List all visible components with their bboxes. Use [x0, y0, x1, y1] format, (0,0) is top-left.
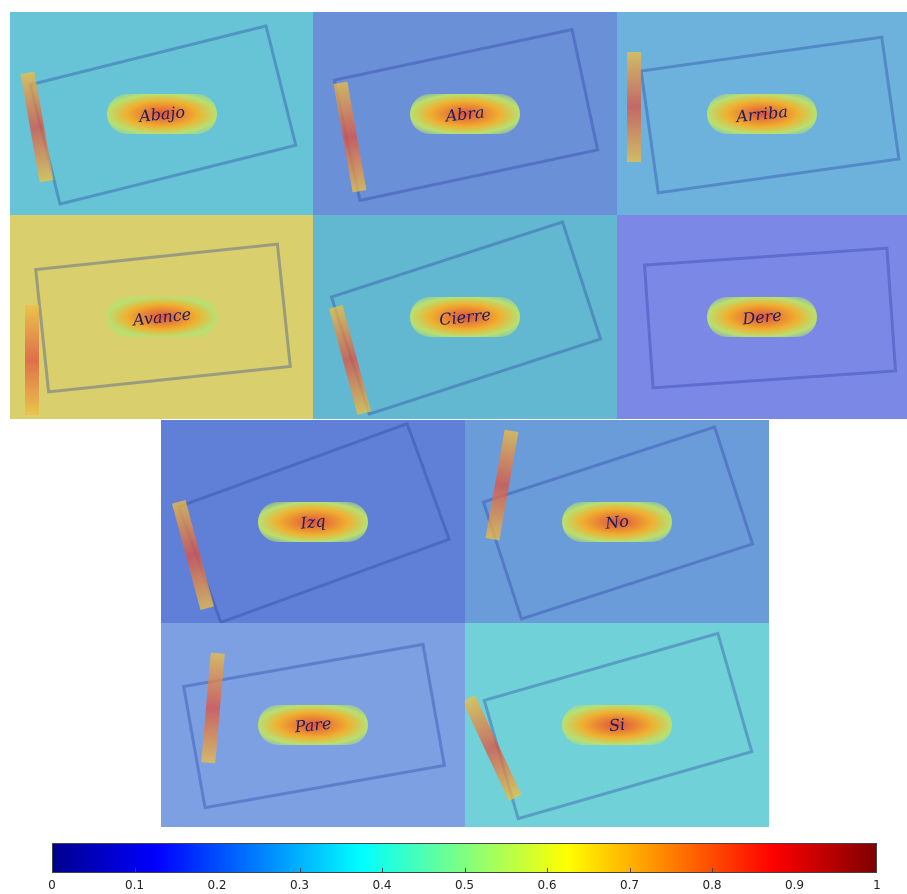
heatmap-panel: Dere	[617, 215, 907, 419]
edge-activation	[627, 52, 641, 162]
heatmap-panel: No	[465, 420, 769, 624]
tick-mark	[300, 868, 301, 873]
edge-activation	[25, 305, 39, 415]
tick-mark	[217, 868, 218, 873]
tick-label: 0.8	[702, 878, 721, 892]
heatmap-panel: Abajo	[10, 12, 314, 216]
handwritten-word: Abra	[445, 103, 486, 126]
tick-mark	[135, 868, 136, 873]
heatmap-panel: Si	[465, 623, 769, 827]
tick-mark	[382, 868, 383, 873]
tick-mark	[465, 868, 466, 873]
heatmap-panel: Arriba	[617, 12, 907, 216]
tick-label: 1	[873, 878, 881, 892]
tick-mark	[547, 868, 548, 873]
tick-label: 0.5	[455, 878, 474, 892]
heatmap-panel: Izq	[161, 420, 465, 624]
heatmap-panel: Pare	[161, 623, 465, 827]
tick-label: 0.6	[537, 878, 556, 892]
tick-label: 0	[48, 878, 56, 892]
handwritten-word: No	[604, 511, 629, 532]
heatmap-panel: Cierre	[313, 215, 617, 419]
heatmap-panel: Abra	[313, 12, 617, 216]
tick-label: 0.3	[290, 878, 309, 892]
tick-label: 0.2	[207, 878, 226, 892]
handwritten-word: Izq	[300, 511, 327, 533]
tick-label: 0.7	[620, 878, 639, 892]
tick-label: 0.9	[785, 878, 804, 892]
tick-mark	[630, 868, 631, 873]
tick-mark	[876, 868, 877, 873]
handwritten-word: Si	[608, 715, 626, 736]
handwritten-word: Pare	[294, 714, 332, 737]
figure: Abajo Abra Arriba AvanceCierreDere Izq No Pare…	[0, 0, 907, 894]
tick-label: 0.4	[372, 878, 391, 892]
heatmap-panel: Avance	[10, 215, 314, 419]
tick-mark	[712, 868, 713, 873]
tick-mark	[795, 868, 796, 873]
tick-label: 0.1	[125, 878, 144, 892]
tick-mark	[52, 868, 53, 873]
